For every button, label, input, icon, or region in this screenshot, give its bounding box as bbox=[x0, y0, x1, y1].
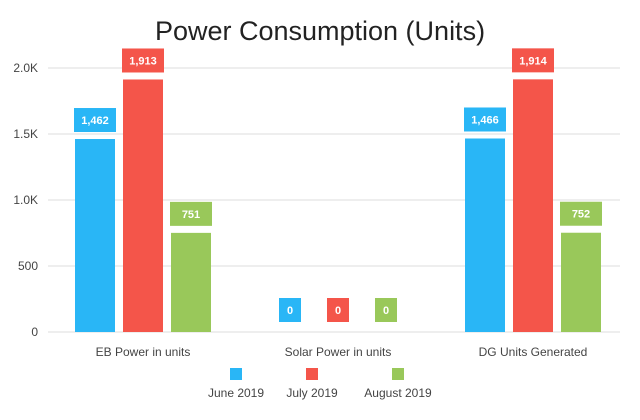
y-tick-label: 0 bbox=[31, 325, 38, 339]
bar bbox=[75, 139, 115, 332]
legend-label: August 2019 bbox=[364, 386, 432, 400]
data-label: 0 bbox=[335, 305, 341, 317]
data-label-box bbox=[122, 48, 164, 73]
data-label-box bbox=[74, 108, 116, 133]
data-label-box bbox=[327, 298, 349, 322]
data-label: 752 bbox=[572, 209, 590, 221]
data-label: 1,466 bbox=[471, 114, 499, 126]
x-category-label: EB Power in units bbox=[96, 345, 191, 359]
bar bbox=[171, 232, 211, 332]
data-label: 751 bbox=[182, 209, 200, 221]
y-tick-label: 500 bbox=[18, 259, 38, 273]
data-label-box bbox=[375, 298, 397, 322]
legend-swatch bbox=[230, 368, 242, 380]
bar bbox=[123, 79, 163, 332]
data-label-box bbox=[279, 298, 301, 322]
bar bbox=[513, 79, 553, 333]
legend-swatch bbox=[392, 368, 404, 380]
data-label-box bbox=[560, 201, 602, 226]
data-label: 0 bbox=[287, 305, 293, 317]
data-label: 1,913 bbox=[129, 55, 157, 67]
data-label-box bbox=[464, 107, 506, 132]
bar bbox=[561, 232, 601, 332]
data-label: 1,914 bbox=[519, 55, 547, 67]
legend-swatch bbox=[306, 368, 318, 380]
data-label-box bbox=[170, 201, 212, 226]
y-tick-label: 1.5K bbox=[13, 127, 38, 141]
legend-label: June 2019 bbox=[208, 386, 264, 400]
y-tick-label: 2.0K bbox=[13, 61, 38, 75]
legend-label: July 2019 bbox=[286, 386, 338, 400]
x-category-label: Solar Power in units bbox=[285, 345, 392, 359]
data-label-box bbox=[512, 48, 554, 73]
data-label: 1,462 bbox=[81, 115, 109, 127]
x-category-label: DG Units Generated bbox=[479, 345, 588, 359]
data-label: 0 bbox=[383, 305, 389, 317]
y-tick-label: 1.0K bbox=[13, 193, 38, 207]
chart-title: Power Consumption (Units) bbox=[154, 16, 486, 46]
bar bbox=[465, 138, 505, 332]
